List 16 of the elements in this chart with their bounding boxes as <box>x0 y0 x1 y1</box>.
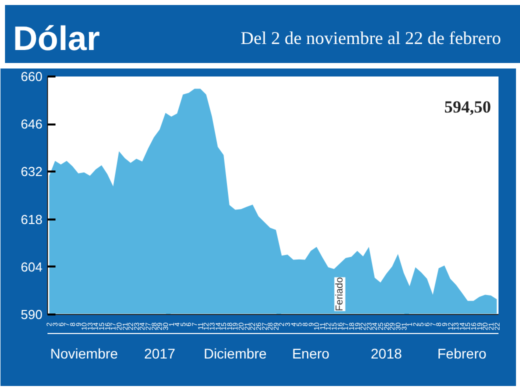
text: 2017 <box>144 346 176 362</box>
y-tick-label: 604 <box>20 259 43 274</box>
text: Diciembre <box>204 346 267 362</box>
text: 2018 <box>370 346 402 362</box>
y-tick-label: 618 <box>20 212 43 227</box>
chart-subtitle: Del 2 de noviembre al 22 de febrero <box>240 27 501 50</box>
text: Enero <box>292 346 330 362</box>
y-tick-label: 646 <box>20 116 43 132</box>
y-tick-label: 590 <box>20 307 43 322</box>
y-tick-label: 660 <box>20 69 43 84</box>
chart-title: Dólar <box>13 19 100 60</box>
text: Noviembre <box>50 346 118 362</box>
text: Febrero <box>437 346 487 362</box>
annotation: 594,50 <box>444 98 491 116</box>
annotation: Feriado <box>334 276 346 312</box>
y-tick-label: 632 <box>20 164 43 180</box>
